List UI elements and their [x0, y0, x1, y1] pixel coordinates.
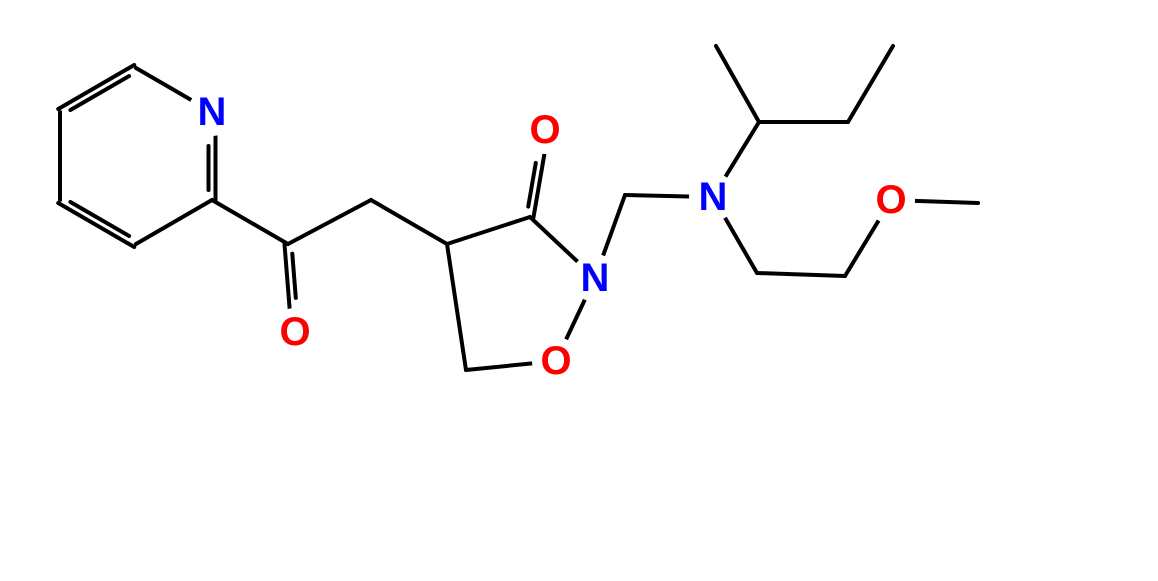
atom-O: O	[875, 178, 906, 222]
atom-N: N	[699, 175, 728, 219]
atom-O: O	[529, 108, 560, 152]
atom-O: O	[279, 310, 310, 354]
molecule-diagram: NOONNOO	[0, 0, 1158, 581]
atom-O: O	[540, 339, 571, 383]
atom-N: N	[581, 256, 610, 300]
atom-N: N	[198, 90, 227, 134]
